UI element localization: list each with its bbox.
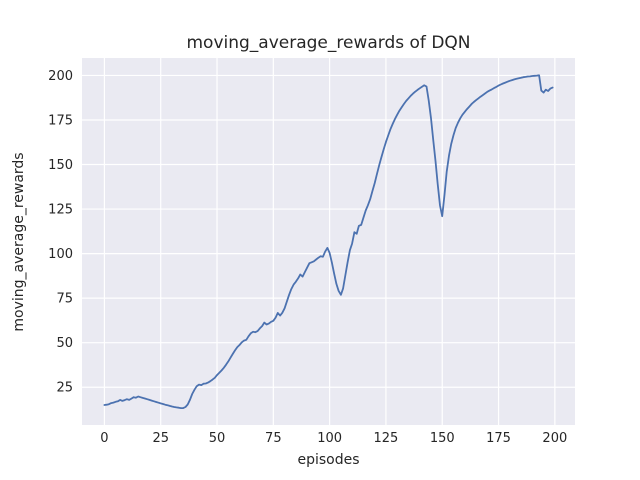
- x-tick-label: 175: [486, 431, 511, 446]
- x-tick-label: 75: [265, 431, 282, 446]
- y-tick-label: 200: [48, 69, 73, 84]
- y-tick-label: 100: [48, 247, 73, 262]
- reward-line: [103, 74, 554, 410]
- y-tick-label: 125: [48, 203, 73, 218]
- plot-background: [82, 58, 575, 425]
- y-axis-label: moving_average_rewards: [11, 152, 27, 332]
- y-tick-label: 50: [56, 336, 73, 351]
- y-tick-label: 75: [56, 292, 73, 307]
- x-tick-label: 200: [542, 431, 567, 446]
- y-tick-label: 150: [48, 158, 73, 173]
- x-tick-label: 25: [152, 431, 169, 446]
- y-tick-label: 175: [48, 113, 73, 128]
- y-tick-label: 25: [56, 381, 73, 396]
- x-tick-label: 100: [317, 431, 342, 446]
- chart-title: moving_average_rewards of DQN: [186, 33, 471, 53]
- x-tick-label: 150: [430, 431, 455, 446]
- x-tick-label: 125: [374, 431, 399, 446]
- x-tick-label: 0: [100, 431, 108, 446]
- x-axis-label: episodes: [297, 452, 360, 468]
- x-tick-label: 50: [209, 431, 226, 446]
